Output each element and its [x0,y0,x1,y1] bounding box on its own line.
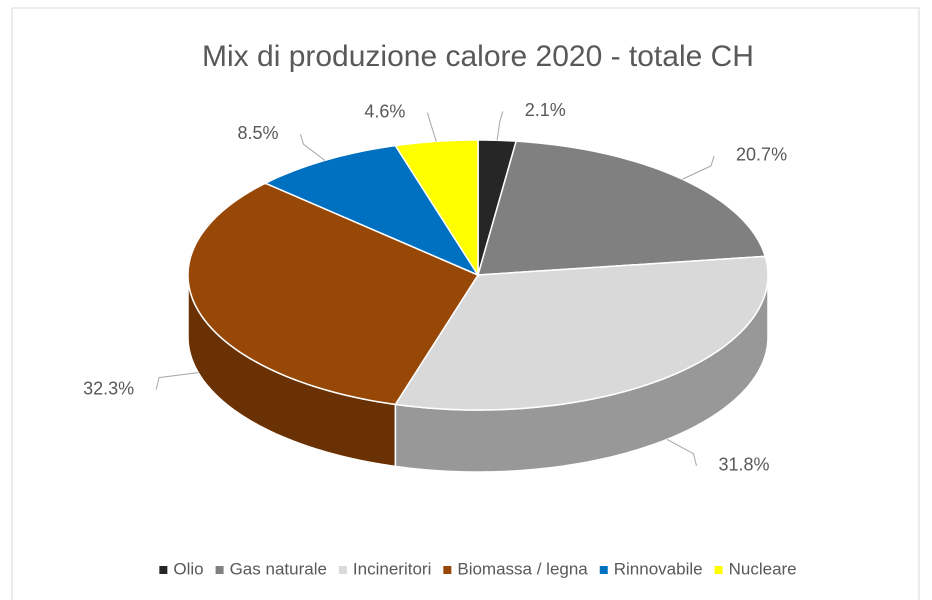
legend-swatch [338,566,347,574]
data-labels: 2.1% 20.7% 31.8% 32.3% 8.5% 4.6% [83,100,787,474]
data-label: 8.5% [237,123,278,143]
legend-swatch [215,566,224,574]
legend-label: Gas naturale [230,559,327,578]
data-label: 32.3% [83,378,134,398]
legend-item: Olio [159,559,204,578]
legend: Olio Gas naturale Incineritori Biomassa / l… [159,559,797,578]
legend-label: Nucleare [729,559,797,578]
pie-slice [394,255,769,411]
legend-label: Incineritori [353,559,431,578]
legend-swatch [159,566,168,574]
data-label: 4.6% [364,101,405,121]
legend-label: Rinnovabile [614,559,703,578]
pie-slice [394,139,479,278]
legend-label: Olio [173,559,203,578]
legend-label: Biomassa / legna [457,559,588,578]
data-label: 2.1% [525,100,566,120]
chart-title: Mix di produzione calore 2020 - totale C… [202,40,754,73]
leader-line [426,112,437,142]
legend-swatch [599,566,608,574]
legend-item: Incineritori [338,559,431,578]
legend-swatch [443,566,452,574]
pie-slice [263,144,480,277]
pie-slice [187,182,480,406]
leader-line [496,111,504,141]
data-label: 31.8% [718,454,769,474]
leader-line [155,372,199,390]
leader-line [666,438,697,466]
leader-line [300,134,326,161]
pie-tops [187,139,769,411]
legend-swatch [714,566,723,574]
legend-item: Nucleare [714,559,797,578]
data-label: 20.7% [736,145,787,165]
legend-item: Rinnovabile [599,559,703,578]
legend-item: Gas naturale [215,559,327,578]
legend-item: Biomassa / legna [443,559,588,578]
leader-line [682,155,715,180]
